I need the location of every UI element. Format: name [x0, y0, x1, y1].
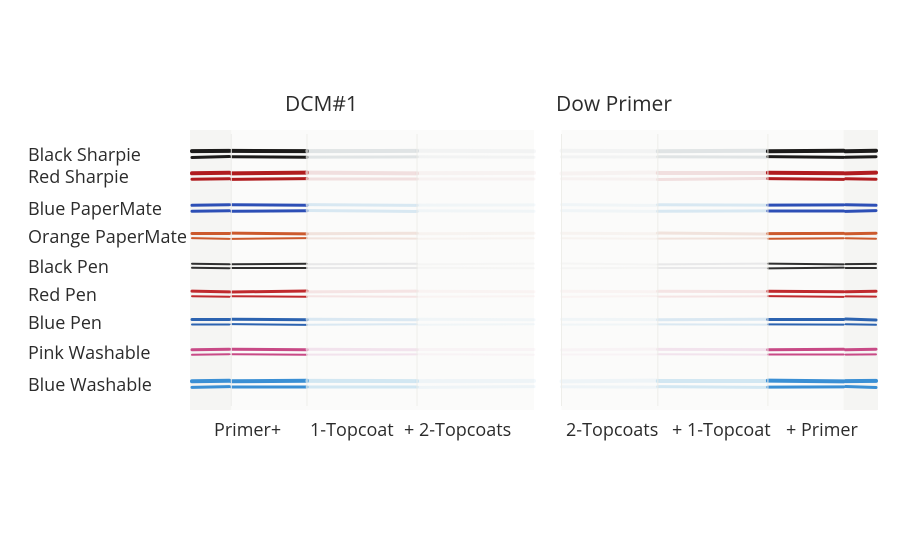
col-2-topcoats-right: 2-Topcoats — [566, 418, 658, 442]
row-black-sharpie: Black Sharpie — [28, 143, 141, 167]
row-red-sharpie: Red Sharpie — [28, 165, 129, 189]
row-blue-pen: Blue Pen — [28, 311, 102, 335]
col-1-topcoat-left: 1-Topcoat — [310, 418, 394, 442]
row-red-pen: Red Pen — [28, 283, 97, 307]
col-2-topcoats-left: + 2-Topcoats — [404, 418, 511, 442]
col-primer-plus: Primer+ — [214, 418, 281, 442]
header-dcm1: DCM#1 — [285, 90, 358, 118]
row-black-pen: Black Pen — [28, 255, 109, 279]
header-dow-primer: Dow Primer — [556, 90, 672, 118]
test-panel — [190, 130, 878, 410]
col-primer-right: + Primer — [786, 418, 858, 442]
row-blue-papermate: Blue PaperMate — [28, 197, 162, 221]
col-1-topcoat-right: + 1-Topcoat — [672, 418, 771, 442]
row-orange-papermate: Orange PaperMate — [28, 225, 187, 249]
row-blue-washable: Blue Washable — [28, 373, 152, 397]
panel-svg — [190, 130, 878, 410]
row-pink-washable: Pink Washable — [28, 341, 150, 365]
